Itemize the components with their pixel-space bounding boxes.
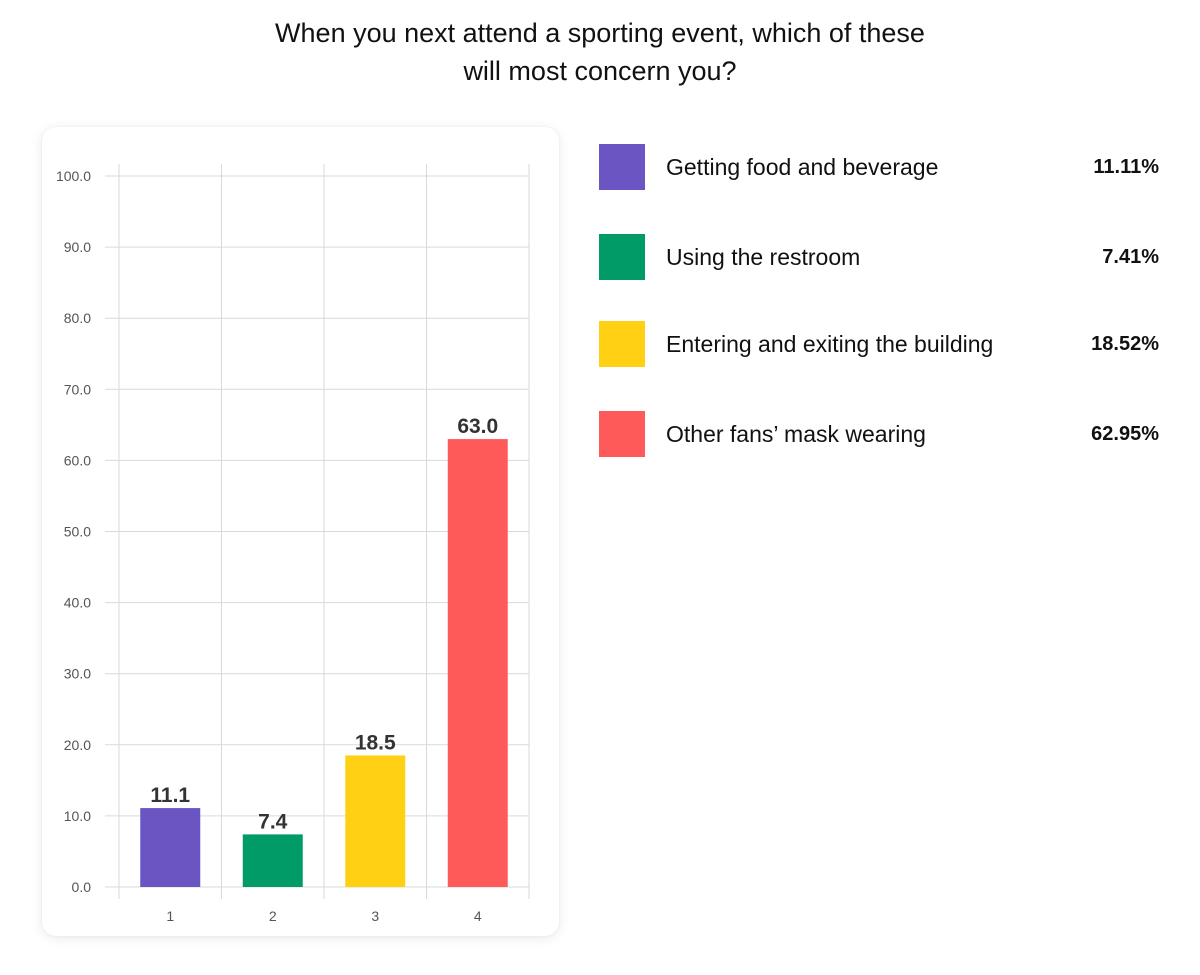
- y-tick-label: 100.0: [56, 168, 91, 184]
- y-axis-ticks: 0.0 10.0 20.0 30.0 40.0 50.0 60.0 70.0 80.0 90.0 1…: [56, 168, 91, 895]
- bar-value-label: 63.0: [457, 415, 498, 438]
- y-tick-label: 60.0: [64, 452, 91, 468]
- legend-percent: 62.95%: [1091, 423, 1159, 445]
- x-tick-label: 1: [166, 908, 174, 924]
- legend-item-mask-wearing: Other fans’ mask wearing 62.95%: [599, 411, 1159, 457]
- y-tick-label: 70.0: [64, 381, 91, 397]
- chart-card: 0.0 10.0 20.0 30.0 40.0 50.0 60.0 70.0 80.0 90.0 1…: [42, 127, 559, 936]
- bar-2: [242, 834, 303, 887]
- bar-value-label: 11.1: [150, 784, 190, 807]
- x-tick-label: 4: [474, 908, 482, 924]
- legend-item-restroom: Using the restroom 7.41%: [599, 234, 1159, 280]
- chart-title: When you next attend a sporting event, w…: [200, 14, 1000, 90]
- bar-3: [345, 755, 406, 887]
- y-tick-label: 10.0: [64, 808, 91, 824]
- legend-percent: 18.52%: [1091, 333, 1159, 355]
- x-tick-label: 3: [371, 908, 379, 924]
- legend-swatch: [599, 411, 645, 457]
- legend-label: Using the restroom: [666, 244, 861, 270]
- bar-4: [447, 439, 508, 887]
- bar-value-label: 18.5: [355, 731, 396, 754]
- legend-item-food: Getting food and beverage 11.11%: [599, 144, 1159, 190]
- y-tick-label: 40.0: [64, 595, 91, 611]
- legend-label: Other fans’ mask wearing: [666, 421, 926, 447]
- legend-percent: 11.11%: [1093, 156, 1159, 178]
- chart-data-labels: 11.1 7.4 18.5 63.0: [150, 415, 498, 833]
- y-tick-label: 0.0: [72, 879, 92, 895]
- x-axis-ticks: 1 2 3 4: [166, 908, 482, 924]
- y-tick-label: 80.0: [64, 310, 91, 326]
- x-tick-label: 2: [269, 908, 277, 924]
- y-tick-label: 50.0: [64, 524, 91, 540]
- y-tick-label: 90.0: [64, 239, 91, 255]
- y-tick-label: 30.0: [64, 666, 91, 682]
- bar-1: [140, 808, 201, 887]
- y-tick-label: 20.0: [64, 737, 91, 753]
- legend-percent: 7.41%: [1102, 246, 1159, 268]
- legend-label: Entering and exiting the building: [666, 331, 994, 357]
- chart-grid: [105, 164, 530, 899]
- legend-label: Getting food and beverage: [666, 154, 939, 180]
- legend-swatch: [599, 144, 645, 190]
- chart-bars: [140, 439, 508, 887]
- bar-chart: 0.0 10.0 20.0 30.0 40.0 50.0 60.0 70.0 80.0 90.0 1…: [56, 164, 530, 924]
- chart-title-line-2: will most concern you?: [463, 56, 737, 86]
- legend-item-entering-exiting: Entering and exiting the building 18.52%: [599, 321, 1159, 367]
- chart-title-line-1: When you next attend a sporting event, w…: [275, 18, 925, 48]
- legend-swatch: [599, 321, 645, 367]
- bar-value-label: 7.4: [258, 810, 288, 833]
- legend-swatch: [599, 234, 645, 280]
